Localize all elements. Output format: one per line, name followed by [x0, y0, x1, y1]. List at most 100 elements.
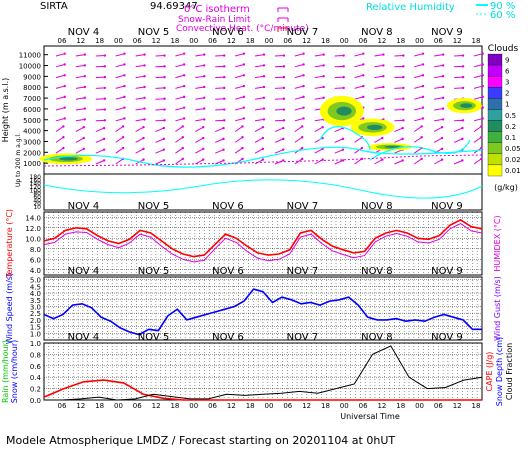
temperature-axis-label: Temperature (°C): [5, 209, 14, 279]
wind-arrow: [275, 150, 283, 154]
hour-tick: 12: [302, 37, 311, 45]
snow-axis-label: Snow (cm/hour): [10, 340, 19, 404]
wind-arrow-head: [143, 75, 145, 77]
colorbar-swatch: [488, 132, 502, 143]
wind-arrow: [56, 118, 65, 120]
hour-tick: 06: [208, 37, 217, 45]
wind-arrow: [355, 159, 362, 164]
y-tick-label: 0.4: [30, 374, 42, 382]
wind-arrow: [156, 160, 164, 164]
wind-arrow-head: [223, 54, 225, 56]
hour-tick: 18: [95, 402, 104, 410]
wind-arrow: [195, 138, 203, 142]
wind-arrow-head: [223, 108, 225, 110]
wind-arrow-head: [203, 97, 205, 99]
hour-tick: 00: [340, 37, 349, 45]
wind-arrow-head: [123, 74, 125, 76]
wind-arrow-head: [461, 138, 463, 140]
wind-arrow-head: [163, 127, 165, 129]
wind-arrow: [474, 54, 483, 56]
wind-arrow-head: [442, 53, 444, 55]
wind-arrow: [414, 118, 423, 120]
y-tick-label: 5.0: [30, 277, 41, 285]
wind-arrow: [136, 138, 144, 142]
height-tick-label: 4000: [23, 128, 41, 136]
wind-arrow-head: [223, 87, 225, 89]
wind-arrow: [136, 119, 145, 120]
colorbar-swatch: [488, 165, 502, 176]
wind-arrow-head: [243, 117, 245, 119]
wind-arrow-head: [342, 76, 344, 78]
day-label: NOV 4: [68, 201, 100, 212]
wind-arrow: [76, 55, 85, 56]
wind-arrow: [195, 127, 203, 131]
y-tick-label: 4.0: [30, 267, 41, 275]
height-axis-label: Height (m a.s.l.): [1, 78, 10, 143]
wind-arrow-head: [123, 85, 125, 87]
wind-arrow-head: [381, 158, 383, 160]
wind-arrow-head: [441, 158, 443, 160]
day-label: NOV 7: [287, 201, 319, 212]
hour-tick: 00: [265, 37, 274, 45]
wind-arrow-head: [283, 87, 285, 89]
wind-arrow-head: [262, 137, 264, 139]
wind-arrow-head: [62, 147, 64, 149]
wind-arrow-head: [402, 119, 404, 121]
wind-arrow-head: [362, 74, 364, 76]
wind-arrow: [56, 137, 63, 142]
colorbar-tick-label: 6: [505, 67, 510, 75]
wind-arrow-head: [301, 136, 303, 138]
wind-arrow: [175, 118, 184, 120]
wind-arrow: [116, 54, 125, 56]
height-tick-label: 7000: [23, 95, 41, 103]
wind-arrow-head: [302, 106, 304, 108]
wind-gust-axis-label: Wind Gust (m/s): [493, 276, 502, 341]
wind-arrow-head: [123, 52, 125, 54]
wind-arrow: [295, 118, 304, 120]
wind-arrow: [414, 159, 421, 164]
wind-arrow-head: [163, 76, 165, 78]
legend-snowrain-mark: [278, 18, 288, 22]
wind-arrow: [175, 75, 184, 77]
low-height-axis-label: Up to 200 m a.g.l.: [15, 133, 22, 187]
wind-arrow: [394, 160, 402, 164]
wind-arrow: [255, 87, 264, 88]
legend-isotherm: 0°C isotherm: [184, 4, 250, 15]
humidex-axis-label: HUMIDEX (°C): [493, 215, 502, 271]
wind-arrow-head: [362, 52, 364, 54]
wind-arrow-head: [202, 148, 204, 150]
wind-arrow-head: [381, 137, 383, 139]
wind-arrow: [195, 76, 204, 77]
wind-arrow: [235, 86, 244, 88]
colorbar-title: Clouds: [488, 44, 519, 54]
hour-tick: 18: [396, 402, 405, 410]
wind-arrow-head: [382, 53, 384, 55]
wind-arrow: [434, 127, 442, 131]
wind-arrow-head: [203, 64, 205, 66]
wind-arrow-head: [163, 65, 165, 67]
wind-arrow-head: [263, 64, 265, 66]
wind-arrow-head: [481, 63, 483, 65]
wind-arrow-head: [143, 107, 145, 109]
height-tick-label: 11000: [19, 52, 41, 60]
wind-arrow: [175, 159, 182, 164]
wind-arrow-head: [441, 126, 443, 128]
hour-tick: 12: [453, 402, 462, 410]
wind-arrow-head: [163, 159, 165, 161]
wind-arrow: [355, 54, 364, 56]
wind-arrow-head: [442, 75, 444, 77]
cloud-blob-core: [460, 103, 472, 108]
wind-arrow: [355, 86, 364, 88]
height-tick-label: 8000: [23, 84, 41, 92]
wind-arrow: [116, 97, 125, 99]
wind-arrow: [76, 98, 85, 99]
wind-arrow: [235, 64, 244, 66]
wind-arrow-head: [203, 75, 205, 77]
wind-arrow-head: [143, 86, 145, 88]
wind-arrow: [175, 86, 184, 88]
hour-tick: 12: [377, 402, 386, 410]
colorbar-tick-label: 0.01: [505, 167, 521, 175]
colorbar-tick-label: 2: [505, 90, 509, 98]
wind-arrow-head: [241, 125, 243, 127]
